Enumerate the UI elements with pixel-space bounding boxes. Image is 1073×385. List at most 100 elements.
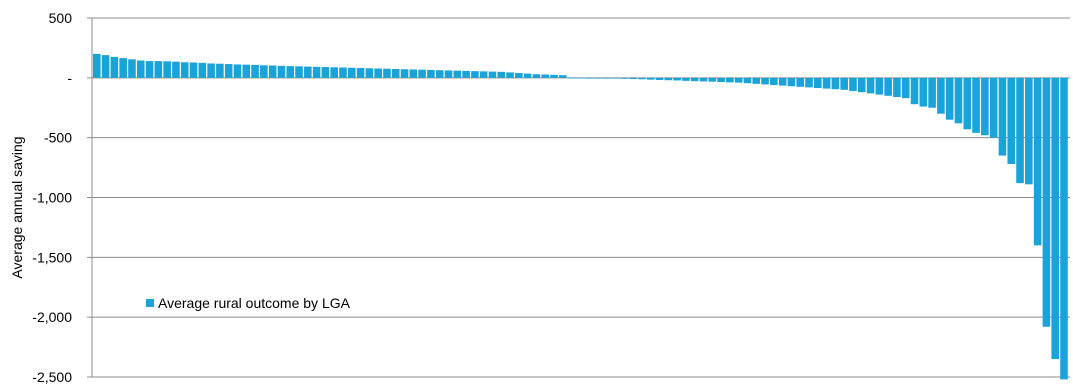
bar	[1042, 77, 1051, 327]
bar	[110, 56, 119, 78]
bar-series	[93, 53, 1068, 380]
bar	[945, 77, 954, 120]
bar	[734, 77, 743, 83]
bar	[646, 77, 655, 80]
bar	[268, 65, 277, 78]
bar	[822, 77, 831, 89]
bar	[743, 77, 752, 84]
bar	[814, 77, 822, 88]
bar	[462, 70, 470, 78]
bar	[506, 72, 514, 78]
y-tick-label: -1,000	[32, 190, 72, 206]
bar	[752, 77, 761, 84]
bar	[93, 53, 101, 78]
bar	[435, 70, 444, 78]
bar	[699, 77, 708, 82]
bar	[356, 68, 365, 78]
bar	[163, 61, 171, 78]
bar	[444, 70, 453, 78]
y-tick-label: -500	[44, 130, 72, 146]
bar	[849, 77, 857, 91]
bar	[154, 61, 163, 78]
bar	[989, 77, 998, 138]
bar	[576, 77, 585, 79]
bar	[418, 69, 426, 78]
bar	[796, 77, 805, 87]
bar	[937, 77, 945, 114]
bar	[884, 77, 892, 96]
bar	[391, 68, 400, 78]
bar	[831, 77, 840, 90]
bar	[365, 68, 374, 78]
bar	[602, 77, 611, 79]
legend-swatch	[146, 299, 154, 307]
bar	[216, 63, 224, 78]
bar	[374, 68, 382, 78]
y-tick-label: -2,500	[32, 369, 72, 385]
bar	[497, 71, 506, 78]
bar	[277, 65, 286, 78]
bar	[664, 77, 673, 81]
bar	[321, 67, 330, 78]
bar	[523, 73, 532, 78]
bar	[761, 77, 769, 85]
y-tick-label: -1,500	[32, 249, 72, 265]
bar	[638, 77, 646, 80]
bar	[145, 61, 154, 78]
bar	[770, 77, 778, 86]
bar	[330, 67, 338, 78]
bar	[981, 77, 989, 136]
bar	[1025, 77, 1033, 185]
bar	[260, 65, 268, 78]
bar	[919, 77, 928, 107]
bar	[427, 69, 435, 78]
bar	[708, 77, 717, 82]
y-axis-title: Average annual saving	[9, 136, 25, 278]
bar	[611, 77, 620, 79]
bar	[471, 71, 479, 78]
bar	[172, 61, 180, 78]
bar	[453, 70, 462, 78]
bar	[857, 77, 866, 93]
y-axis-ticks: 500 - -500 -1,000 -1,500 -2,000 -2,500	[32, 10, 92, 385]
bar	[893, 77, 901, 97]
bar	[488, 71, 497, 78]
bar	[1051, 77, 1059, 360]
bar	[550, 74, 558, 78]
bar	[875, 77, 884, 95]
bar	[954, 77, 963, 124]
bar	[673, 77, 681, 81]
bar	[1007, 77, 1016, 164]
bar	[339, 67, 347, 78]
bar	[963, 77, 972, 130]
bar	[594, 77, 602, 79]
y-tick-label: -2,000	[32, 309, 72, 325]
bar	[998, 77, 1007, 156]
bar	[295, 66, 303, 78]
bar	[479, 71, 488, 78]
bar	[1060, 77, 1068, 380]
bar	[1033, 77, 1042, 246]
bar	[198, 62, 207, 78]
bar	[972, 77, 980, 133]
bar	[347, 67, 356, 78]
bar	[910, 77, 919, 105]
bar	[242, 64, 251, 78]
bar	[409, 69, 418, 78]
bar	[128, 59, 136, 78]
bar	[866, 77, 875, 94]
bar	[928, 77, 936, 108]
y-tick-label: -	[67, 70, 72, 86]
bar	[787, 77, 796, 87]
bar	[207, 63, 215, 78]
bar	[620, 77, 629, 79]
bar	[541, 74, 550, 78]
legend: Average rural outcome by LGA	[146, 295, 351, 311]
legend-label: Average rural outcome by LGA	[158, 295, 351, 311]
bar	[119, 58, 127, 78]
bar	[400, 69, 409, 78]
bar	[532, 74, 541, 78]
bar	[901, 77, 910, 99]
bar	[629, 77, 637, 80]
